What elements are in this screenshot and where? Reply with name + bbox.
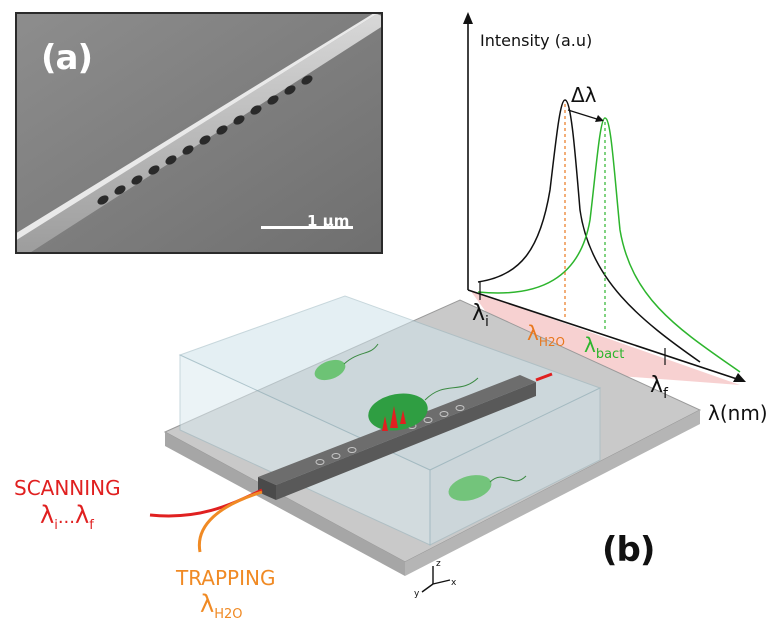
axis-x-label: x xyxy=(451,578,457,588)
lambda-bact-symbol: λ xyxy=(584,333,596,357)
bacteria-resonance-curve xyxy=(477,117,741,373)
panel-a-label: (a) xyxy=(41,38,93,78)
scale-bar xyxy=(261,226,353,229)
trapping-label: TRAPPING xyxy=(175,566,275,590)
scale-bar-label: 1 μm xyxy=(307,212,350,230)
trapped-bacterium xyxy=(368,393,428,431)
lambda-h2o-sub: H2O xyxy=(539,335,565,349)
svg-text:λbact: λbact xyxy=(584,333,624,362)
y-axis-arrow xyxy=(463,12,473,24)
water-resonance-curve xyxy=(477,99,701,363)
sem-image-panel: (a) 1 μm xyxy=(15,12,383,254)
trapping-lambda-symbol: λ xyxy=(200,590,214,618)
scan-end-symbol: λ xyxy=(75,501,89,529)
intensity-axis-label: Intensity (a.u) xyxy=(480,31,592,50)
svg-text:λi: λi xyxy=(472,301,489,330)
svg-text:λH2O: λH2O xyxy=(527,321,565,349)
spectrum-x-axis xyxy=(467,289,741,381)
scanning-label: SCANNING xyxy=(14,476,121,500)
output-light xyxy=(535,372,553,382)
sem-image xyxy=(17,14,381,252)
scan-end-sub: f xyxy=(89,518,94,533)
lambda-f-symbol: λ xyxy=(650,373,663,398)
fluid-chamber xyxy=(178,295,602,546)
panel-b-label: (b) xyxy=(602,530,655,570)
trapping-lambda-sub: H2O xyxy=(214,607,242,622)
scan-start-symbol: λ xyxy=(40,501,54,529)
scan-range-separator: ... xyxy=(58,507,75,528)
lambda-bact-sub: bact xyxy=(596,347,624,362)
trapping-fiber xyxy=(197,490,263,553)
lambda-f-sub: f xyxy=(663,386,669,402)
axis-y-label: y xyxy=(414,589,420,599)
svg-text:λi...λf: λi...λf xyxy=(40,501,94,533)
lambda-i-sub: i xyxy=(485,314,489,330)
axes-triad xyxy=(421,566,451,593)
svg-text:λf: λf xyxy=(650,373,669,402)
svg-text:λH2O: λH2O xyxy=(200,590,242,622)
scan-start-sub: i xyxy=(54,518,58,533)
lambda-h2o-symbol: λ xyxy=(527,321,539,345)
x-axis-arrow xyxy=(733,373,746,382)
delta-lambda-label: Δλ xyxy=(571,83,597,107)
wavelength-axis-label: λ(nm) xyxy=(708,401,768,425)
shift-arrow xyxy=(567,109,601,121)
photonic-crystal-holes xyxy=(97,75,313,205)
bacteria xyxy=(314,343,527,501)
spectrum-plot xyxy=(463,12,746,382)
lambda-i-symbol: λ xyxy=(472,301,485,326)
axis-z-label: z xyxy=(436,559,441,569)
scanning-fiber xyxy=(149,488,263,518)
cavity-field xyxy=(382,406,406,431)
